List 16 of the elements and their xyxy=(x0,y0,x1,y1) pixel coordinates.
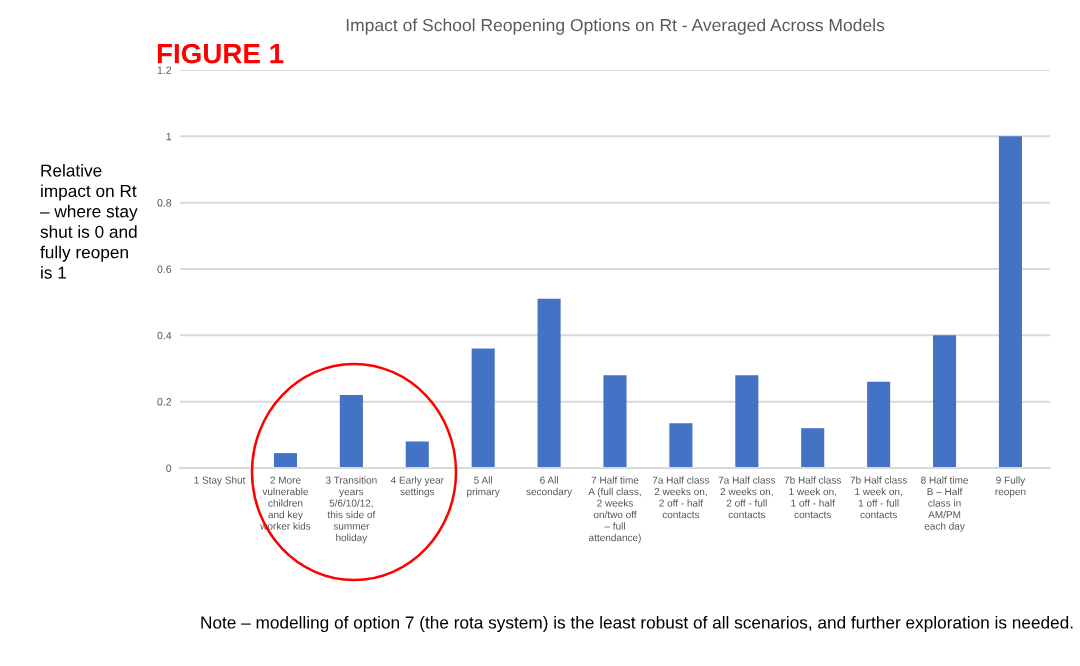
bar xyxy=(405,441,429,468)
bar xyxy=(339,395,363,468)
bar xyxy=(603,375,627,468)
bar xyxy=(998,136,1022,468)
bar xyxy=(933,335,957,468)
text: Relative impact on Rt – where stay shut is 0 and fully reopen is 1 xyxy=(40,164,138,279)
bar xyxy=(735,375,759,468)
bar xyxy=(867,381,891,468)
chart-title: Impact of School Reopening Options on Rt - Averaged Across Models xyxy=(346,18,885,35)
bar xyxy=(801,428,825,468)
bar xyxy=(471,348,495,468)
text: Note – modelling of option 7 (the rota system) is the least robust of all scenarios, and further exploration is needed. xyxy=(201,615,1073,633)
bar xyxy=(273,453,297,468)
bar xyxy=(669,423,693,468)
bar xyxy=(537,298,561,468)
caption: FIGURE 1 xyxy=(157,43,284,64)
